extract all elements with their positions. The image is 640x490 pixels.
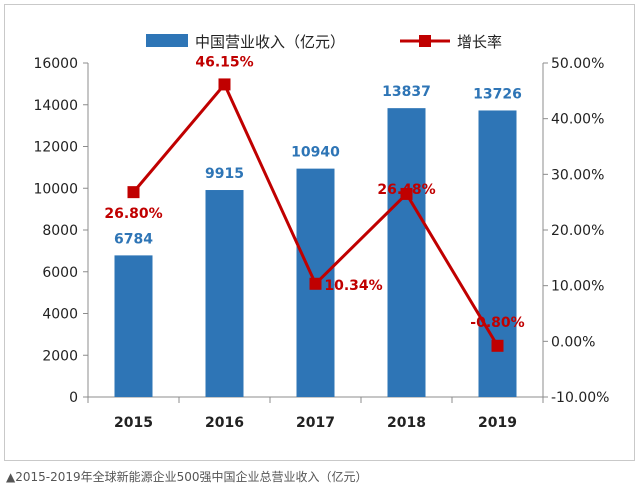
growth-rate-label: 26.48% [377,182,435,198]
y-tick-label-right: 30.00% [551,167,604,183]
growth-rate-label: 46.15% [195,54,253,70]
bar [205,190,244,397]
chart-frame [4,4,635,461]
bar [387,108,426,398]
x-tick-label: 2016 [205,415,244,431]
y-tick-label-left: 2000 [42,348,78,364]
chart: 0 2000 4000 6000 8000 10000 12000 14000 16000 -10… [33,33,609,431]
x-tick-label: 2017 [296,415,335,431]
x-tick-label: 2015 [114,415,153,431]
bar [114,255,153,397]
x-tick-label: 2019 [478,415,517,431]
legend-label-growth: 增长率 [457,33,502,51]
x-tick-label: 2018 [387,415,426,431]
bar-value-label: 10940 [291,145,340,161]
growth-rate-label: -0.80% [470,315,524,331]
growth-rate-marker [127,186,140,199]
growth-rate-label: 26.80% [104,206,162,222]
y-tick-label-left: 4000 [42,307,78,323]
growth-rate-label: 10.34% [324,278,382,294]
y-tick-label-left: 10000 [33,181,78,197]
y-tick-label-left: 14000 [33,98,78,114]
growth-rate-marker [400,187,413,200]
figure-caption: ▲2015-2019年全球新能源企业500强中国企业总营业收入（亿元） [6,470,368,484]
y-tick-label-right: -10.00% [551,390,609,406]
y-tick-label-left: 16000 [33,56,78,72]
y-tick-label-left: 8000 [42,223,78,239]
legend-label-revenue: 中国营业收入（亿元） [195,33,345,51]
bar [478,110,517,397]
bar-value-label: 6784 [114,231,153,247]
y-tick-label-left: 12000 [33,140,78,156]
growth-rate-marker [491,339,504,352]
y-tick-label-right: 0.00% [551,334,595,350]
bar-value-label: 13726 [473,86,522,102]
legend-swatch-growth-marker [419,35,431,47]
y-tick-label-right: 10.00% [551,279,604,295]
bar-value-label: 13837 [382,84,431,100]
y-tick-label-right: 50.00% [551,56,604,72]
y-tick-label-left: 6000 [42,265,78,281]
y-tick-label-right: 20.00% [551,223,604,239]
legend-swatch-revenue [146,34,188,47]
growth-rate-marker [309,277,322,290]
growth-rate-marker [218,78,231,91]
y-tick-label-right: 40.00% [551,112,604,128]
y-tick-label-left: 0 [69,390,78,406]
bar-value-label: 9915 [205,166,244,182]
